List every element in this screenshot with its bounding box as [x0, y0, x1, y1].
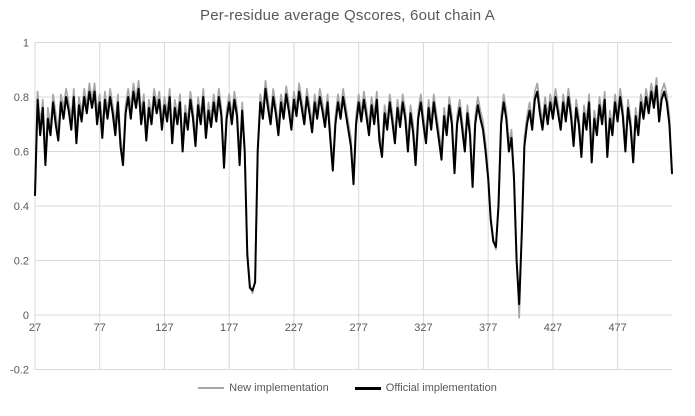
y-axis-tick-label: 0.8 — [14, 92, 29, 104]
x-axis-tick-label: 327 — [414, 322, 432, 334]
y-axis-tick-label: 0.6 — [14, 147, 29, 159]
x-axis-tick-label: 27 — [29, 322, 41, 334]
official-implementation-line-swatch — [354, 386, 381, 390]
x-axis-tick-label: 177 — [220, 322, 238, 334]
x-axis-tick-label: 277 — [349, 322, 367, 334]
x-axis-tick-label: 77 — [94, 322, 106, 334]
legend-item-official: Official implementation — [354, 382, 497, 394]
y-axis-tick-label: 0 — [23, 310, 29, 322]
legend-label-new: New implementation — [229, 382, 329, 394]
new-implementation-line-swatch — [198, 387, 225, 389]
chart-title: Per-residue average Qscores, 6out chain … — [199, 7, 496, 24]
y-axis-tick-label: -0.2 — [10, 365, 29, 377]
legend: New implementation Official implementati… — [0, 382, 695, 394]
x-axis-tick-label: 427 — [544, 322, 562, 334]
legend-label-official: Official implementation — [385, 382, 497, 394]
x-axis-tick-label: 127 — [155, 322, 173, 334]
legend-item-new: New implementation — [198, 382, 329, 394]
y-axis-tick-label: 0.4 — [14, 201, 29, 213]
series-line-official-implementation — [34, 85, 673, 306]
x-axis-tick-label: 227 — [285, 322, 303, 334]
y-axis-tick-label: 1 — [23, 38, 29, 50]
y-axis-tick-label: 0.2 — [14, 256, 29, 268]
x-axis-tick-label: 477 — [608, 322, 626, 334]
x-axis-tick-label: 377 — [479, 322, 497, 334]
